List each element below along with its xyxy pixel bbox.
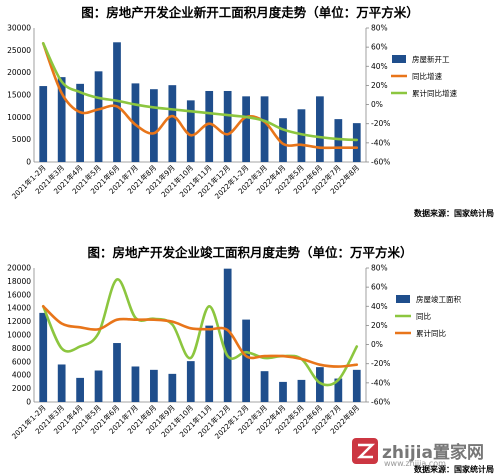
left-tick-label: 10000: [7, 113, 31, 122]
left-tick-label: 4000: [12, 371, 31, 380]
series-line: [41, 42, 359, 142]
bar: [205, 325, 214, 402]
right-tick-label: -20%: [371, 359, 390, 368]
left-tick-label: 5000: [12, 135, 31, 144]
legend-swatch: [396, 295, 410, 303]
bar: [94, 71, 103, 162]
left-tick-label: 6000: [12, 357, 31, 366]
right-tick-label: 20%: [371, 321, 388, 330]
bar: [297, 379, 306, 402]
left-tick-label: 0: [26, 398, 31, 407]
new-construction-chart: 图：房地产开发企业新开工面积月度走势（单位：万平方米） 0 5000 10000 15…: [0, 0, 500, 220]
series-line: [41, 278, 359, 387]
bar: [223, 268, 232, 402]
right-tick-label: 60%: [371, 283, 388, 292]
left-tick-label: 12000: [7, 317, 31, 326]
bar: [260, 371, 269, 402]
bar: [334, 378, 343, 402]
left-tick-label: 2000: [12, 384, 31, 393]
bar: [150, 369, 158, 402]
bar: [316, 367, 324, 402]
left-tick-label: 0: [26, 158, 31, 167]
bar: [242, 319, 250, 402]
right-tick-label: -40%: [371, 378, 390, 387]
bar: [205, 90, 214, 162]
bar: [131, 366, 140, 402]
legend-label: 累计同比: [416, 328, 446, 338]
right-tick-label: 40%: [371, 62, 388, 71]
bar: [334, 119, 343, 162]
left-tick-label: 20000: [7, 68, 31, 77]
bar: [242, 96, 250, 162]
data-source: 数据来源：国家统计局: [414, 464, 494, 474]
watermark-text: zhijia置家网: [382, 443, 484, 463]
watermark-logo-icon: [352, 438, 378, 464]
right-tick-label: 0%: [371, 340, 383, 349]
legend-label: 同比增速: [412, 71, 442, 81]
right-tick-label: -60%: [371, 158, 390, 167]
left-tick-label: 8000: [12, 344, 31, 353]
series-line: [41, 304, 359, 368]
bar: [150, 89, 158, 162]
bar: [186, 361, 195, 402]
left-tick-label: 15000: [7, 91, 31, 100]
bar: [260, 96, 269, 162]
bar: [113, 42, 121, 162]
bar: [113, 343, 121, 402]
completion-chart: 图：房地产开发企业竣工面积月度走势（单位：万平方米） 0 2000 4000 6000…: [0, 236, 500, 476]
series-line: [41, 42, 359, 150]
legend-label: 房屋竣工面积: [416, 294, 461, 304]
new-construction-plot: 0 5000 10000 15000 20000 25000 30000 -60% -40% -2…: [7, 24, 457, 201]
chart-title: 图：房地产开发企业竣工面积月度走势（单位：万平方米）: [87, 245, 413, 260]
completion-plot: 0 2000 4000 6000 8000 10000 12000 14000 16000 180…: [7, 264, 461, 441]
bar: [352, 123, 361, 162]
legend-label: 累计同比增速: [412, 88, 457, 98]
left-tick-label: 16000: [7, 290, 31, 299]
right-tick-label: -40%: [371, 138, 390, 147]
right-tick-label: 0%: [371, 100, 383, 109]
bar: [76, 377, 84, 402]
legend-label: 房屋新开工: [412, 54, 450, 64]
watermark-url: www.zhijia.com: [384, 459, 446, 468]
bar: [279, 381, 287, 402]
data-source: 数据来源：国家统计局: [414, 208, 494, 218]
right-tick-label: 40%: [371, 302, 388, 311]
bar: [39, 312, 48, 402]
bar: [76, 83, 84, 162]
left-tick-label: 30000: [7, 24, 31, 33]
legend-label: 同比: [416, 311, 431, 321]
bar: [57, 77, 66, 162]
right-tick-label: 80%: [371, 264, 388, 273]
left-tick-label: 18000: [7, 277, 31, 286]
right-tick-label: 20%: [371, 81, 388, 90]
legend-swatch: [392, 55, 406, 63]
left-tick-label: 25000: [7, 46, 31, 55]
right-tick-label: 60%: [371, 43, 388, 52]
left-tick-label: 14000: [7, 304, 31, 313]
bar: [316, 96, 324, 162]
left-tick-label: 10000: [7, 331, 31, 340]
bar: [39, 86, 48, 162]
bar: [131, 83, 140, 162]
right-tick-label: 80%: [371, 24, 388, 33]
bar: [94, 370, 103, 402]
bar: [279, 118, 287, 162]
bar: [352, 369, 361, 402]
bar: [223, 90, 232, 162]
bar: [168, 373, 177, 402]
bar: [297, 109, 306, 162]
bar: [168, 85, 177, 162]
right-tick-label: -20%: [371, 119, 390, 128]
bar: [186, 100, 195, 162]
right-tick-label: -60%: [371, 398, 390, 407]
left-tick-label: 20000: [7, 264, 31, 273]
chart-title: 图：房地产开发企业新开工面积月度走势（单位：万平方米）: [81, 5, 419, 20]
bar: [57, 364, 66, 402]
